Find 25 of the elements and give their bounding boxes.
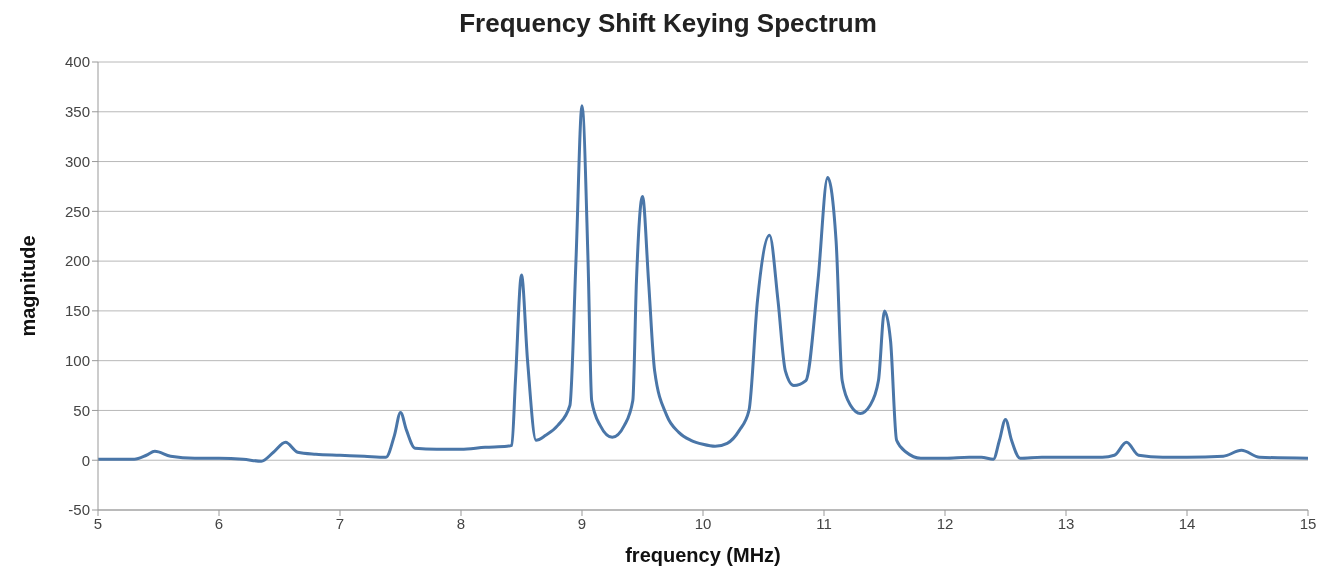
x-tick-label: 5 bbox=[93, 514, 103, 532]
x-tick-label: 12 bbox=[936, 514, 954, 532]
y-tick-label: 0 bbox=[81, 451, 90, 469]
y-tick-label: 400 bbox=[64, 53, 90, 71]
y-tick-label: 300 bbox=[64, 152, 90, 170]
chart-title: Frequency Shift Keying Spectrum bbox=[458, 8, 878, 40]
y-tick-label: 150 bbox=[64, 302, 90, 320]
y-tick-label: -50 bbox=[68, 501, 90, 519]
y-tick-label: 50 bbox=[73, 401, 90, 419]
x-tick-label: 8 bbox=[456, 514, 466, 532]
x-tick-label: 11 bbox=[816, 514, 832, 532]
y-tick-label: 350 bbox=[64, 103, 90, 121]
x-tick-label: 13 bbox=[1057, 514, 1075, 532]
x-axis-title: frequency (MHz) bbox=[625, 544, 781, 566]
line-series bbox=[98, 104, 1308, 463]
y-tick-label: 200 bbox=[64, 252, 90, 270]
y-axis-title: magnitude bbox=[17, 235, 40, 337]
x-tick-label: 9 bbox=[577, 514, 587, 532]
x-tick-label: 14 bbox=[1178, 514, 1196, 532]
x-tick-label: 7 bbox=[335, 514, 345, 532]
y-tick-label: 250 bbox=[64, 202, 90, 220]
x-tick-label: 6 bbox=[214, 514, 224, 532]
y-tick-label: 100 bbox=[64, 351, 90, 369]
x-tick-label: 10 bbox=[694, 514, 712, 532]
x-tick-label: 15 bbox=[1299, 514, 1317, 532]
